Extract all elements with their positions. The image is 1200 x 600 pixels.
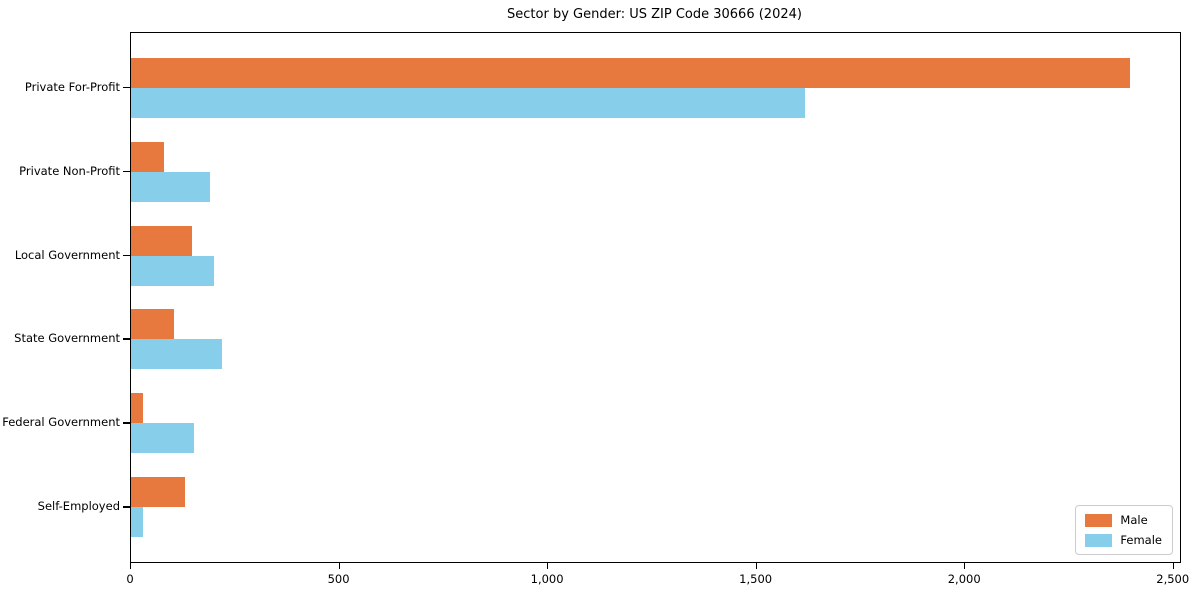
legend-label: Female <box>1120 533 1162 547</box>
bar-male <box>131 141 164 172</box>
bar-male <box>131 309 175 340</box>
y-tick-label: Private Non-Profit <box>19 163 120 178</box>
bar-male <box>131 57 1131 88</box>
bar-female <box>131 255 214 286</box>
legend-label: Male <box>1120 513 1148 527</box>
legend-item: Male <box>1085 513 1162 527</box>
x-tick-mark <box>338 562 340 569</box>
y-tick-mark <box>123 254 130 256</box>
legend-swatch <box>1085 533 1113 547</box>
y-tick-label: Self-Employed <box>37 499 120 514</box>
y-tick-label: State Government <box>14 331 120 346</box>
y-tick-mark <box>123 338 130 340</box>
x-tick-mark <box>1172 562 1175 569</box>
bar-male <box>131 393 143 424</box>
y-tick-mark <box>123 170 130 172</box>
x-tick-mark <box>964 562 966 569</box>
x-tick-label: 0 <box>126 572 134 586</box>
bar-female <box>131 339 222 370</box>
y-tick-label: Local Government <box>14 247 120 262</box>
y-tick-mark <box>123 422 130 424</box>
y-tick-label: Federal Government <box>2 415 120 430</box>
y-tick-label: Private For-Profit <box>24 79 120 94</box>
x-tick-label: 1,000 <box>530 572 564 586</box>
bar-male <box>131 225 192 256</box>
plot-area: Male Female <box>130 32 1181 563</box>
x-tick-mark <box>547 562 549 569</box>
legend: Male Female <box>1075 505 1173 555</box>
legend-swatch <box>1085 513 1113 527</box>
bar-female <box>131 87 805 118</box>
bar-female <box>131 507 143 538</box>
x-tick-label: 2,500 <box>1156 572 1190 586</box>
y-tick-mark <box>123 86 130 88</box>
y-tick-mark <box>123 506 130 508</box>
x-tick-mark <box>755 562 757 569</box>
legend-item: Female <box>1085 533 1162 547</box>
x-tick-label: 2,000 <box>947 572 981 586</box>
x-tick-label: 1,500 <box>739 572 773 586</box>
chart-title: Sector by Gender: US ZIP Code 30666 (202… <box>507 7 802 22</box>
bar-male <box>131 477 186 508</box>
x-tick-label: 500 <box>327 572 350 586</box>
bar-female <box>131 423 195 454</box>
x-tick-mark <box>130 562 132 569</box>
bar-female <box>131 171 211 202</box>
